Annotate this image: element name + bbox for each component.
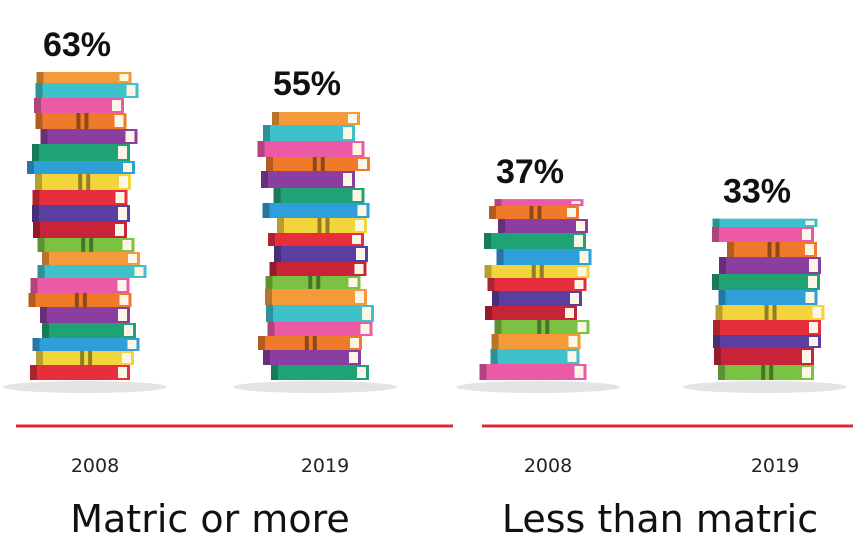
- book: [479, 364, 587, 380]
- book: [36, 72, 132, 83]
- value-label: 63%: [43, 26, 111, 64]
- book: [713, 320, 821, 335]
- year-label: 2019: [301, 455, 349, 477]
- book: [40, 129, 138, 144]
- book: [494, 199, 584, 206]
- book: [719, 257, 821, 274]
- book: [37, 238, 135, 252]
- book: [32, 144, 130, 161]
- year-label: 2008: [524, 455, 572, 477]
- value-label: 33%: [723, 173, 791, 211]
- book: [33, 222, 127, 238]
- book: [714, 348, 814, 365]
- book: [27, 161, 135, 174]
- book-stack-bar: [233, 112, 397, 393]
- book: [712, 274, 820, 290]
- book: [277, 218, 367, 233]
- book: [715, 305, 825, 320]
- book: [271, 365, 369, 380]
- book: [266, 305, 374, 322]
- book: [32, 190, 128, 205]
- book: [30, 365, 130, 380]
- book: [261, 171, 355, 188]
- book: [32, 205, 130, 222]
- book: [492, 291, 582, 306]
- book: [274, 246, 368, 262]
- book: [718, 290, 818, 305]
- book: [263, 125, 355, 141]
- group-label: Matric or more: [70, 497, 350, 541]
- book: [35, 113, 127, 129]
- book: [35, 83, 139, 98]
- book: [727, 242, 817, 257]
- book-stack-bar: [456, 199, 620, 393]
- book: [269, 262, 367, 276]
- book: [272, 112, 360, 125]
- book: [490, 349, 580, 364]
- book: [266, 157, 370, 171]
- book: [265, 289, 367, 305]
- book: [32, 338, 140, 351]
- group-label: Less than matric: [502, 497, 818, 541]
- book: [489, 206, 579, 219]
- book: [718, 365, 814, 380]
- book: [494, 320, 590, 334]
- value-label: 37%: [496, 153, 564, 191]
- book: [30, 278, 130, 293]
- book: [265, 276, 361, 289]
- book: [37, 265, 147, 278]
- year-label: 2008: [71, 455, 119, 477]
- book: [713, 335, 821, 348]
- book-stack-bar: [683, 218, 847, 393]
- book: [273, 188, 365, 203]
- book: [262, 203, 370, 218]
- book: [498, 219, 588, 233]
- value-label: 55%: [273, 65, 341, 103]
- book: [484, 265, 590, 278]
- book: [34, 98, 124, 113]
- book: [36, 351, 134, 365]
- book: [42, 323, 136, 338]
- book: [485, 306, 577, 320]
- book: [712, 218, 818, 227]
- book: [268, 233, 364, 246]
- book: [35, 174, 131, 190]
- book: [258, 336, 362, 350]
- book: [263, 350, 361, 365]
- book: [491, 334, 581, 349]
- book: [28, 293, 132, 307]
- book-stack-bar: [3, 72, 167, 393]
- book: [40, 307, 130, 323]
- book: [257, 141, 365, 157]
- book: [42, 252, 140, 265]
- book: [267, 322, 373, 336]
- year-label: 2019: [751, 455, 799, 477]
- book: [484, 233, 586, 249]
- book: [496, 249, 592, 265]
- book: [487, 278, 587, 291]
- book: [712, 227, 814, 242]
